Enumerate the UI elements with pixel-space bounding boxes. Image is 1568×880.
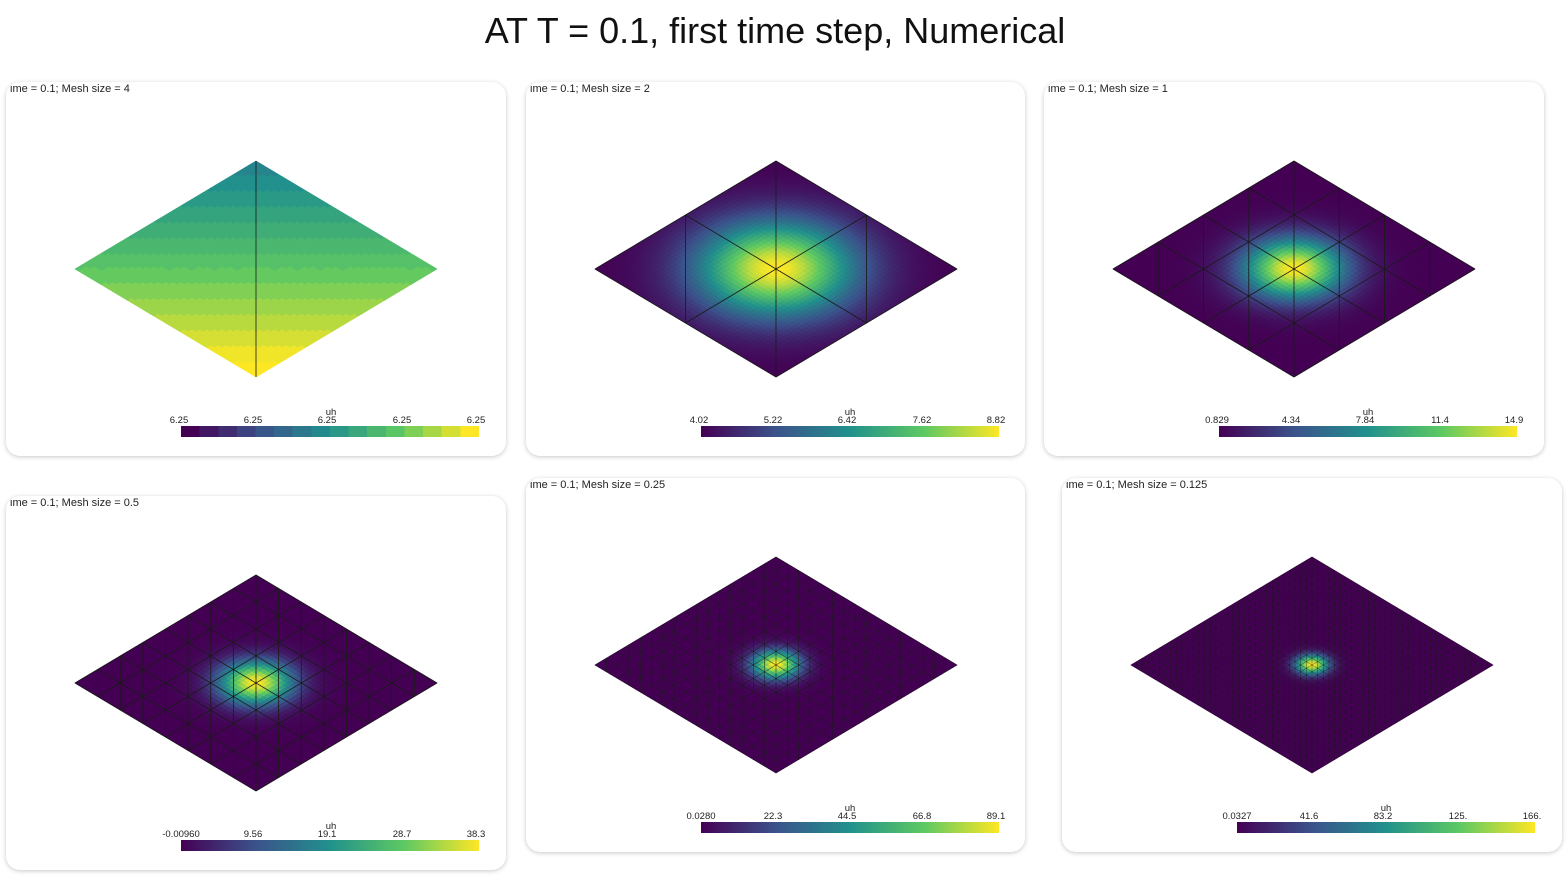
- surface-fill: [594, 160, 958, 378]
- colorbar-tick: 7.62: [913, 415, 932, 426]
- panel-caption: ime = 0.1; Mesh size = 0.25: [530, 479, 665, 491]
- colorbar-tick: 66.8: [913, 811, 932, 822]
- colorbar-tick: 6.42: [838, 415, 857, 426]
- colorbar-tick: 9.56: [244, 829, 263, 840]
- page-title: AT T = 0.1, first time step, Numerical: [0, 10, 1550, 52]
- colorbar-tick: 6.25: [318, 415, 337, 426]
- panel-caption: ime = 0.1; Mesh size = 0.125: [1066, 479, 1207, 491]
- mesh-surface-plot: [1112, 160, 1476, 378]
- colorbar-title: uh: [845, 803, 856, 814]
- mesh-surface-plot: [74, 160, 438, 378]
- panel-caption: ime = 0.1; Mesh size = 4: [10, 83, 130, 95]
- colorbar-tick: 6.25: [393, 415, 412, 426]
- colorbar-tick: 0.0327: [1222, 811, 1251, 822]
- plot-panel-mesh-1: ime = 0.1; Mesh size = 1 uh 0.829 4.34 7…: [1044, 82, 1544, 456]
- colorbar-tick: 7.84: [1356, 415, 1375, 426]
- mesh-surface-plot: [1130, 556, 1494, 774]
- mesh-lines: [74, 574, 438, 792]
- mesh-lines: [1130, 556, 1494, 774]
- plot-panel-mesh-2: ime = 0.1; Mesh size = 2 uh 4.02 5.22 6.…: [526, 82, 1025, 456]
- colorbar-tick: 166.: [1523, 811, 1542, 822]
- colorbar: [181, 426, 479, 437]
- panel-caption: ime = 0.1; Mesh size = 1: [1048, 83, 1168, 95]
- colorbar-tick: 4.34: [1282, 415, 1301, 426]
- colorbar-tick: 83.2: [1374, 811, 1393, 822]
- mesh-lines: [1112, 160, 1476, 378]
- colorbar: [701, 822, 999, 833]
- colorbar: [181, 840, 479, 851]
- mesh-lines: [594, 160, 958, 378]
- colorbar-tick: 6.25: [244, 415, 263, 426]
- mesh-surface-plot: [594, 556, 958, 774]
- mesh-surface-plot: [74, 574, 438, 792]
- colorbar-title: uh: [326, 821, 337, 832]
- colorbar-title: uh: [845, 407, 856, 418]
- colorbar-tick: 22.3: [764, 811, 783, 822]
- colorbar-title: uh: [326, 407, 337, 418]
- colorbar-tick: 38.3: [467, 829, 486, 840]
- panel-caption: ime = 0.1; Mesh size = 2: [530, 83, 650, 95]
- colorbar-tick: 8.82: [987, 415, 1006, 426]
- colorbar-tick: 11.4: [1431, 415, 1449, 426]
- colorbar-tick: 44.5: [838, 811, 857, 822]
- colorbar-tick: 19.1: [318, 829, 337, 840]
- colorbar-title: uh: [1381, 803, 1392, 814]
- plot-panel-mesh-0-25: ime = 0.1; Mesh size = 0.25 uh 0.0280 22…: [526, 478, 1025, 852]
- colorbar-tick: 6.25: [467, 415, 486, 426]
- colorbar-tick: 4.02: [690, 415, 709, 426]
- colorbar-tick: 6.25: [170, 415, 189, 426]
- colorbar: [1237, 822, 1535, 833]
- colorbar-tick: 14.9: [1505, 415, 1524, 426]
- colorbar-tick: 28.7: [393, 829, 412, 840]
- colorbar-tick: 41.6: [1300, 811, 1319, 822]
- colorbar-title: uh: [1363, 407, 1374, 418]
- colorbar-tick: 5.22: [764, 415, 783, 426]
- plot-panel-mesh-4: ime = 0.1; Mesh size = 4 uh 6.25 6.25 6.…: [6, 82, 506, 456]
- colorbar-tick: 0.829: [1205, 415, 1229, 426]
- colorbar-tick: 0.0280: [686, 811, 715, 822]
- panel-caption: ime = 0.1; Mesh size = 0.5: [10, 497, 139, 509]
- surface-fill: [74, 160, 438, 378]
- colorbar-tick: 125.: [1449, 811, 1468, 822]
- plot-panel-mesh-0-125: ime = 0.1; Mesh size = 0.125 uh 0.0327 4…: [1062, 478, 1562, 852]
- colorbar: [701, 426, 999, 437]
- colorbar: [1219, 426, 1517, 437]
- plot-panel-mesh-0-5: ime = 0.1; Mesh size = 0.5 uh -0.00960 9…: [6, 496, 506, 870]
- mesh-surface-plot: [594, 160, 958, 378]
- colorbar-tick: -0.00960: [162, 829, 200, 840]
- mesh-lines: [594, 556, 958, 774]
- colorbar-tick: 89.1: [987, 811, 1006, 822]
